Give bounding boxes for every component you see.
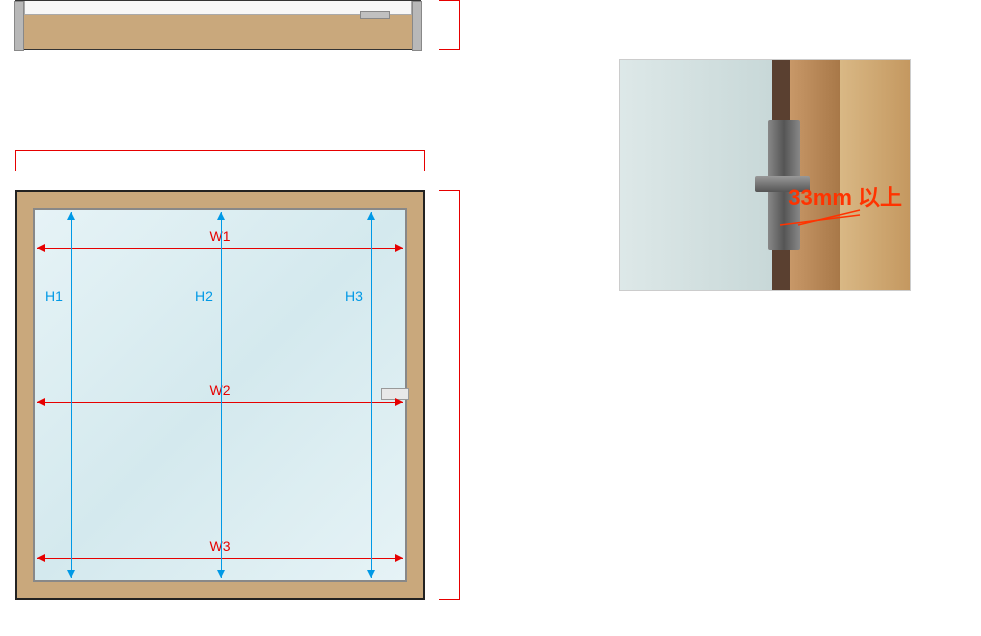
w2-arrow-left-icon	[37, 398, 45, 406]
top-view-endcap-right-icon	[412, 1, 422, 51]
h3-arrow-up-icon	[367, 212, 375, 220]
w1-label: W1	[210, 228, 231, 244]
h1-line	[71, 212, 72, 578]
top-view-endcap-left-icon	[14, 1, 24, 51]
w2-arrow-right-icon	[395, 398, 403, 406]
h2-arrow-up-icon	[217, 212, 225, 220]
clearance-photo: 33mm 以上	[620, 60, 910, 290]
window-glass: W1 W2 W3 H1 H2 H3	[33, 208, 407, 582]
w3-arrow-left-icon	[37, 554, 45, 562]
h2-line	[221, 212, 222, 578]
w2-line	[37, 402, 403, 403]
w3-label: W3	[210, 538, 231, 554]
w3-arrow-right-icon	[395, 554, 403, 562]
h2-arrow-down-icon	[217, 570, 225, 578]
top-view-track	[24, 1, 412, 15]
top-view-handle	[360, 11, 390, 19]
h1-arrow-down-icon	[67, 570, 75, 578]
w1-line	[37, 248, 403, 249]
h3-label: H3	[345, 288, 363, 304]
h3-line	[371, 212, 372, 578]
height-dimension-bracket	[440, 190, 460, 600]
clearance-callout-line	[620, 60, 910, 290]
h1-arrow-up-icon	[67, 212, 75, 220]
w1-arrow-left-icon	[37, 244, 45, 252]
h1-label: H1	[45, 288, 63, 304]
h2-label: H2	[195, 288, 213, 304]
depth-dimension-bracket	[440, 0, 460, 50]
front-view-window: W1 W2 W3 H1 H2 H3	[15, 190, 425, 600]
w3-line	[37, 558, 403, 559]
top-view-cross-section	[15, 0, 421, 50]
w1-arrow-right-icon	[395, 244, 403, 252]
width-dimension-bracket	[15, 150, 425, 170]
w2-label: W2	[210, 382, 231, 398]
h3-arrow-down-icon	[367, 570, 375, 578]
